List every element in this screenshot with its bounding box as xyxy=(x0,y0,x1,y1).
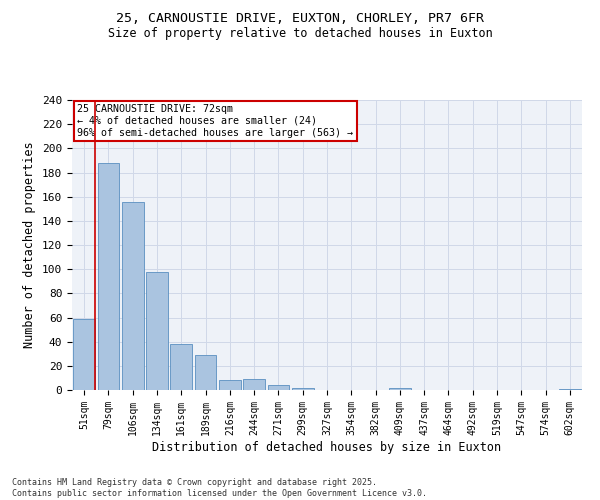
Bar xyxy=(146,272,168,390)
Text: Contains HM Land Registry data © Crown copyright and database right 2025.
Contai: Contains HM Land Registry data © Crown c… xyxy=(12,478,427,498)
Bar xyxy=(194,355,217,390)
Y-axis label: Number of detached properties: Number of detached properties xyxy=(23,142,37,348)
Text: 25, CARNOUSTIE DRIVE, EUXTON, CHORLEY, PR7 6FR: 25, CARNOUSTIE DRIVE, EUXTON, CHORLEY, P… xyxy=(116,12,484,26)
Bar xyxy=(268,385,289,390)
Bar xyxy=(219,380,241,390)
Bar xyxy=(122,202,143,390)
X-axis label: Distribution of detached houses by size in Euxton: Distribution of detached houses by size … xyxy=(152,440,502,454)
Bar xyxy=(170,344,192,390)
Bar xyxy=(243,379,265,390)
Bar xyxy=(292,388,314,390)
Bar xyxy=(559,389,581,390)
Bar xyxy=(389,388,411,390)
Bar xyxy=(73,318,95,390)
Text: 25 CARNOUSTIE DRIVE: 72sqm
← 4% of detached houses are smaller (24)
96% of semi-: 25 CARNOUSTIE DRIVE: 72sqm ← 4% of detac… xyxy=(77,104,353,138)
Text: Size of property relative to detached houses in Euxton: Size of property relative to detached ho… xyxy=(107,28,493,40)
Bar xyxy=(97,163,119,390)
